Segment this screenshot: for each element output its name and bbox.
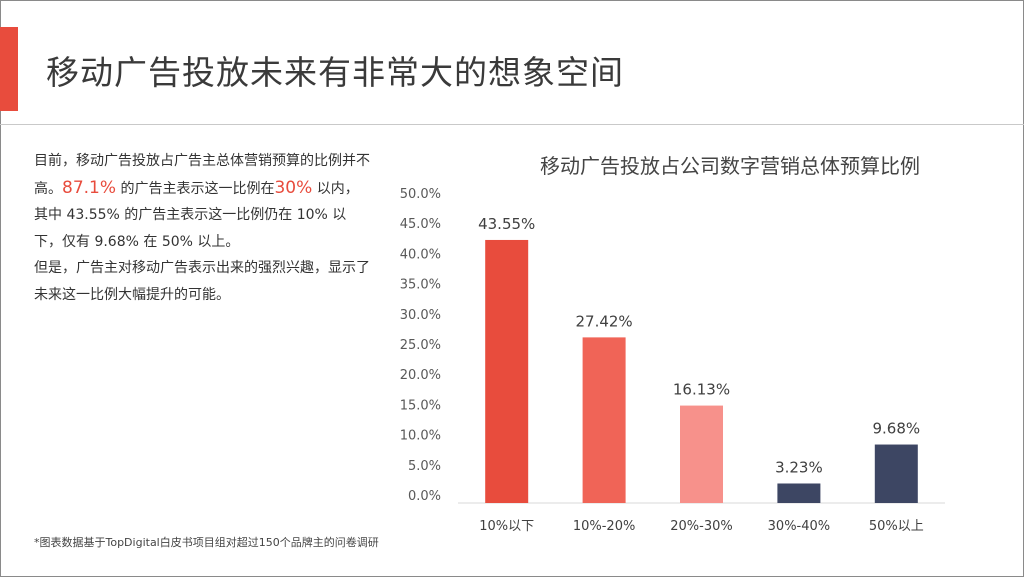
y-tick-label: 15.0% xyxy=(400,398,441,413)
y-tick-label: 35.0% xyxy=(400,278,441,293)
x-tick-label: 20%-30% xyxy=(670,519,732,534)
chart-title: 移动广告投放占公司数字营销总体预算比例 xyxy=(540,154,920,178)
y-tick-label: 20.0% xyxy=(400,368,441,383)
description-text: 目前，移动广告投放占广告主总体营销预算的比例并不高。87.1% 的广告主表示这一… xyxy=(34,148,370,308)
y-tick-label: 0.0% xyxy=(408,489,441,504)
desc-text-2: 的广告主表示这一比例在 xyxy=(116,180,275,197)
title-accent-bar xyxy=(0,27,18,111)
desc-text-1: 目前，移动广告投放占广告主总体营销预算的比例并不高。 xyxy=(34,153,370,197)
data-label: 16.13% xyxy=(673,381,730,399)
desc-text-3: 以内，其中 43.55% 的广告主表示这一比例仍在 10% 以下，仅有 9.68… xyxy=(34,180,359,250)
y-tick-label: 30.0% xyxy=(400,308,441,323)
y-tick-label: 50.0% xyxy=(400,187,441,202)
y-tick-label: 25.0% xyxy=(400,338,441,353)
data-label: 9.68% xyxy=(872,420,920,438)
data-label: 3.23% xyxy=(775,458,823,476)
page-title: 移动广告投放未来有非常大的想象空间 xyxy=(46,53,624,92)
bar-3 xyxy=(680,405,723,503)
bar-5 xyxy=(874,444,918,503)
data-label: 43.55% xyxy=(478,215,535,233)
data-label: 27.42% xyxy=(575,312,632,330)
footnote: *图表数据基于TopDigital白皮书项目组对超过150个品牌主的问卷调研 xyxy=(34,536,379,549)
y-tick-label: 40.0% xyxy=(400,247,441,262)
y-tick-label: 10.0% xyxy=(400,429,441,444)
x-tick-label: 50%以上 xyxy=(869,519,924,534)
x-tick-label: 10%-20% xyxy=(573,519,635,534)
highlight-87-percent: 87.1% xyxy=(62,177,117,198)
title-divider xyxy=(0,124,1024,125)
description-paragraph-1: 目前，移动广告投放占广告主总体营销预算的比例并不高。87.1% 的广告主表示这一… xyxy=(34,148,370,255)
y-tick-label: 45.0% xyxy=(400,217,441,232)
bar-1 xyxy=(485,239,529,503)
y-tick-label: 5.0% xyxy=(408,459,441,474)
description-paragraph-2: 但是，广告主对移动广告表示出来的强烈兴趣，显示了未来这一比例大幅提升的可能。 xyxy=(34,260,370,303)
highlight-30-percent: 30% xyxy=(274,177,313,198)
bar-4 xyxy=(777,483,821,503)
bar-2 xyxy=(582,337,626,503)
x-tick-label: 10%以下 xyxy=(479,519,534,534)
x-tick-label: 30%-40% xyxy=(768,519,830,534)
